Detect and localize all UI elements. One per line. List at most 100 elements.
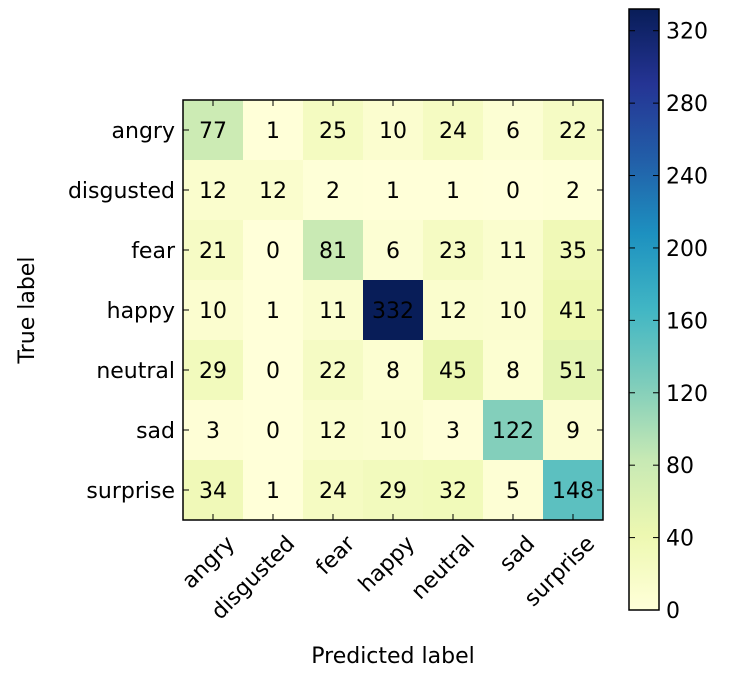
y-axis-title: True label — [15, 257, 40, 365]
heatmap-cell — [243, 460, 304, 521]
heatmap-cell — [423, 100, 484, 161]
heatmap-cell — [543, 160, 604, 221]
cell-value-label: 8 — [506, 359, 520, 384]
cell-value-label: 1 — [386, 179, 400, 204]
heatmap-cell — [183, 340, 244, 401]
cell-value-label: 10 — [379, 119, 407, 144]
colorbar-tick-label: 120 — [666, 382, 708, 407]
cell-value-label: 3 — [446, 419, 460, 444]
colorbar-tick-label: 40 — [666, 527, 694, 552]
heatmap-cell — [423, 400, 484, 461]
cell-value-label: 2 — [566, 179, 580, 204]
heatmap-cell — [183, 220, 244, 281]
cell-value-label: 12 — [439, 299, 467, 324]
heatmap-cell — [363, 460, 424, 521]
colorbar-tick-label: 0 — [666, 599, 680, 624]
cell-value-label: 22 — [559, 119, 587, 144]
cell-value-label: 1 — [266, 119, 280, 144]
cell-value-label: 332 — [372, 299, 414, 324]
heatmap-cell — [543, 340, 604, 401]
cell-value-label: 23 — [439, 239, 467, 264]
x-tick-label: fear — [311, 531, 360, 580]
heatmap-cell — [303, 400, 364, 461]
heatmap-cell — [243, 340, 304, 401]
heatmap-cell — [483, 160, 544, 221]
heatmap-cell — [363, 340, 424, 401]
heatmap-cell — [363, 280, 424, 341]
heatmap-cell — [423, 460, 484, 521]
heatmap-cell — [423, 220, 484, 281]
colorbar-tick-label: 200 — [666, 237, 708, 262]
cell-value-label: 11 — [499, 239, 527, 264]
y-tick-label: happy — [107, 299, 175, 324]
heatmap-cell — [543, 400, 604, 461]
cell-value-label: 122 — [492, 419, 534, 444]
cell-value-label: 29 — [199, 359, 227, 384]
colorbar-ticks: 0 40 80 120 160 200 240 280 320 — [629, 20, 708, 624]
cell-value-label: 12 — [259, 179, 287, 204]
heatmap-cell — [423, 280, 484, 341]
heatmap-cell — [363, 220, 424, 281]
heatmap-cell — [243, 160, 304, 221]
cell-value-label: 81 — [319, 239, 347, 264]
colorbar-tick-label: 320 — [666, 20, 708, 45]
cell-value-label: 3 — [206, 419, 220, 444]
heatmap-cell — [243, 280, 304, 341]
cell-value-label: 5 — [506, 479, 520, 504]
heatmap-cell — [303, 160, 364, 221]
cell-value-label: 24 — [439, 119, 467, 144]
cell-value-label: 10 — [379, 419, 407, 444]
cell-value-label: 45 — [439, 359, 467, 384]
heatmap-cell — [303, 220, 364, 281]
cell-value-label: 41 — [559, 299, 587, 324]
heatmap-cell — [243, 220, 304, 281]
cell-value-label: 22 — [319, 359, 347, 384]
y-tick-label: sad — [136, 419, 175, 444]
cell-value-label: 6 — [506, 119, 520, 144]
cell-value-label: 11 — [319, 299, 347, 324]
y-tick-label: neutral — [96, 359, 175, 384]
heatmap-cell — [183, 400, 244, 461]
heatmap-cell — [303, 460, 364, 521]
heatmap-cell — [303, 280, 364, 341]
y-tick-label: angry — [112, 119, 175, 144]
cell-value-label: 2 — [326, 179, 340, 204]
cell-value-label: 9 — [566, 419, 580, 444]
cell-value-label: 29 — [379, 479, 407, 504]
heatmap-cell — [543, 220, 604, 281]
cell-value-label: 10 — [199, 299, 227, 324]
heatmap-cell — [423, 160, 484, 221]
cell-value-label: 6 — [386, 239, 400, 264]
heatmap-cell — [183, 160, 244, 221]
heatmap-cell — [183, 100, 244, 161]
colorbar-tick-label: 280 — [666, 92, 708, 117]
cell-value-label: 25 — [319, 119, 347, 144]
heatmap-cell — [543, 280, 604, 341]
cell-value-label: 0 — [266, 359, 280, 384]
heatmap-cell — [243, 100, 304, 161]
heatmap-cell — [243, 400, 304, 461]
cell-value-label: 0 — [266, 239, 280, 264]
cell-value-label: 24 — [319, 479, 347, 504]
heatmap-cells — [183, 100, 604, 521]
colorbar-tick-label: 80 — [666, 454, 694, 479]
y-tick-label: fear — [131, 239, 176, 264]
heatmap-cell — [483, 400, 544, 461]
heatmap-cell — [483, 340, 544, 401]
x-tick-label: sad — [495, 531, 540, 576]
heatmap-cell — [183, 460, 244, 521]
heatmap-cell — [543, 100, 604, 161]
colorbar-tick-label: 160 — [666, 309, 708, 334]
cell-value-label: 12 — [319, 419, 347, 444]
cell-value-label: 1 — [266, 299, 280, 324]
colorbar — [628, 8, 660, 611]
cell-value-label: 35 — [559, 239, 587, 264]
heatmap-cell — [363, 160, 424, 221]
colorbar-tick-label: 240 — [666, 165, 708, 190]
y-tick-label: disgusted — [68, 179, 175, 204]
heatmap-cell — [303, 340, 364, 401]
cell-value-label: 10 — [499, 299, 527, 324]
y-tick-label: surprise — [86, 479, 175, 504]
cell-value-label: 1 — [266, 479, 280, 504]
